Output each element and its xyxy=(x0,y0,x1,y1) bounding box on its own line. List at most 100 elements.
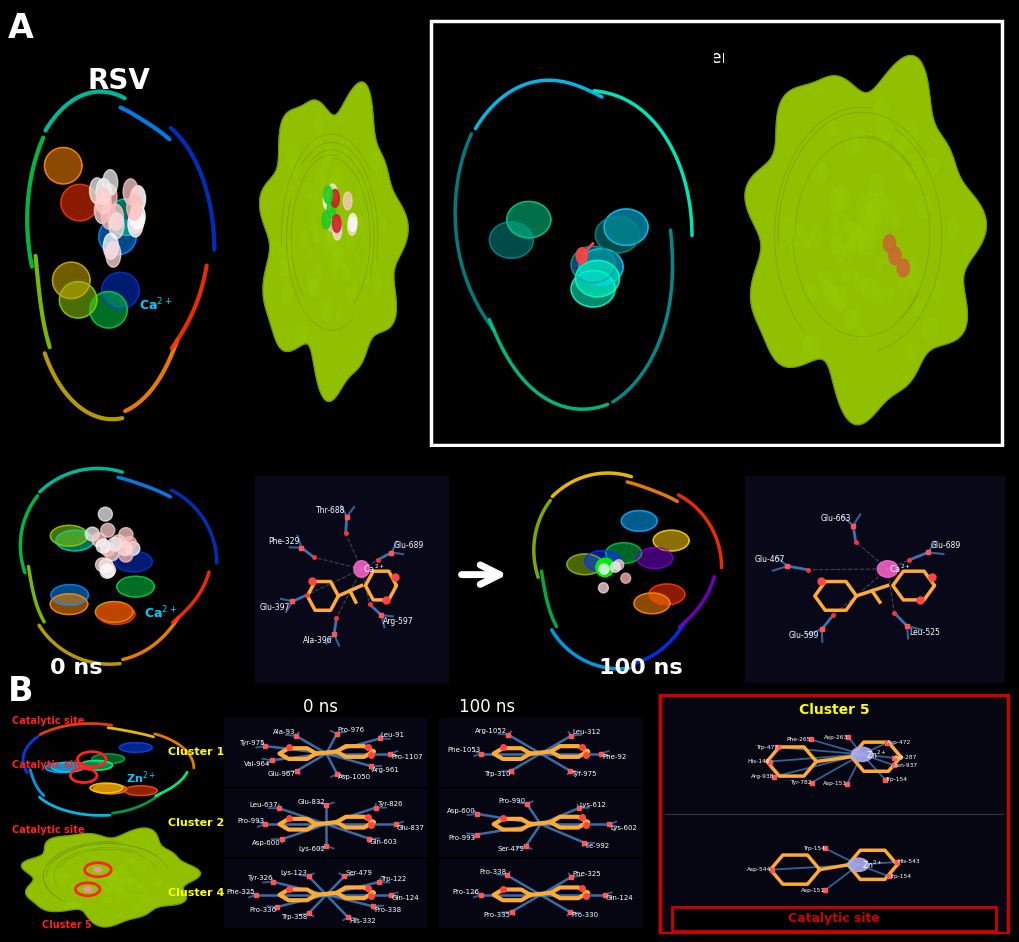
Circle shape xyxy=(347,218,356,236)
Circle shape xyxy=(930,281,943,299)
Circle shape xyxy=(120,871,126,875)
Circle shape xyxy=(113,870,121,875)
Circle shape xyxy=(834,291,846,310)
Circle shape xyxy=(98,872,103,875)
Circle shape xyxy=(99,559,113,573)
Circle shape xyxy=(74,886,81,889)
Circle shape xyxy=(288,158,299,179)
Circle shape xyxy=(846,239,853,250)
Circle shape xyxy=(321,153,329,169)
Text: Zn$^{2+}$: Zn$^{2+}$ xyxy=(861,858,881,871)
Circle shape xyxy=(327,214,335,232)
Circle shape xyxy=(102,887,110,891)
Circle shape xyxy=(327,201,335,219)
Text: Trp-358: Trp-358 xyxy=(281,914,308,919)
Circle shape xyxy=(96,874,104,879)
Text: Phe-1053: Phe-1053 xyxy=(446,747,480,754)
Circle shape xyxy=(314,233,319,243)
Circle shape xyxy=(335,252,339,259)
Circle shape xyxy=(106,879,110,882)
Circle shape xyxy=(114,878,121,882)
Circle shape xyxy=(802,335,818,360)
Circle shape xyxy=(781,218,797,241)
Circle shape xyxy=(844,243,854,258)
Circle shape xyxy=(69,901,78,906)
Circle shape xyxy=(327,232,335,249)
Circle shape xyxy=(354,158,359,169)
Circle shape xyxy=(873,100,888,121)
Circle shape xyxy=(130,186,146,211)
Text: Phe-92: Phe-92 xyxy=(602,754,626,760)
Circle shape xyxy=(271,241,280,259)
Text: Trp-310: Trp-310 xyxy=(483,771,510,777)
Circle shape xyxy=(66,860,73,864)
Text: Pro-330: Pro-330 xyxy=(571,913,598,918)
Text: Pro-990: Pro-990 xyxy=(498,798,526,804)
Circle shape xyxy=(332,222,341,240)
Circle shape xyxy=(826,284,838,301)
Circle shape xyxy=(899,271,911,290)
Circle shape xyxy=(834,186,849,209)
Polygon shape xyxy=(50,593,88,614)
Circle shape xyxy=(910,260,916,268)
Text: Glu-663: Glu-663 xyxy=(819,514,850,524)
Circle shape xyxy=(92,866,98,869)
Text: Tyr-975: Tyr-975 xyxy=(238,739,264,746)
Circle shape xyxy=(817,165,823,173)
Circle shape xyxy=(315,232,320,242)
Circle shape xyxy=(130,903,142,909)
Text: Cluster 5: Cluster 5 xyxy=(798,703,868,717)
Circle shape xyxy=(321,300,331,320)
Text: Catalytic site: Catalytic site xyxy=(12,825,85,835)
Circle shape xyxy=(854,231,861,242)
Polygon shape xyxy=(92,754,124,764)
Polygon shape xyxy=(648,584,684,605)
Text: Phe-329: Phe-329 xyxy=(268,537,300,545)
Circle shape xyxy=(75,857,81,860)
Circle shape xyxy=(804,284,812,297)
Polygon shape xyxy=(634,593,669,614)
Circle shape xyxy=(325,210,330,222)
Circle shape xyxy=(92,533,106,546)
Text: Leu-525: Leu-525 xyxy=(909,628,940,637)
Text: Arg-597: Arg-597 xyxy=(383,617,414,626)
Circle shape xyxy=(61,874,67,878)
Circle shape xyxy=(598,564,608,575)
Circle shape xyxy=(875,119,891,140)
Circle shape xyxy=(132,853,139,855)
Circle shape xyxy=(126,858,135,863)
Polygon shape xyxy=(119,742,152,753)
Circle shape xyxy=(294,324,305,345)
Text: Pro-338: Pro-338 xyxy=(479,869,505,875)
Polygon shape xyxy=(506,202,550,238)
Text: Pro-1107: Pro-1107 xyxy=(391,754,423,760)
Circle shape xyxy=(871,284,883,303)
Polygon shape xyxy=(61,185,99,220)
Circle shape xyxy=(340,137,350,156)
Polygon shape xyxy=(260,82,408,401)
Circle shape xyxy=(104,874,112,878)
Text: Asp-1050: Asp-1050 xyxy=(338,774,371,780)
Circle shape xyxy=(129,203,145,229)
Circle shape xyxy=(106,241,120,268)
Text: Zn$^{2+}$: Zn$^{2+}$ xyxy=(126,770,157,787)
Text: Ca$^{2+}$: Ca$^{2+}$ xyxy=(362,562,384,576)
Text: Arg-938: Arg-938 xyxy=(750,774,773,779)
Circle shape xyxy=(87,878,96,883)
Circle shape xyxy=(310,280,317,295)
Text: Ser-479: Ser-479 xyxy=(344,870,372,876)
Text: Glu-397: Glu-397 xyxy=(260,604,290,612)
Circle shape xyxy=(154,899,165,904)
Circle shape xyxy=(304,183,311,198)
Circle shape xyxy=(109,877,114,879)
Circle shape xyxy=(355,252,360,262)
Circle shape xyxy=(320,171,325,181)
Text: Gln-124: Gln-124 xyxy=(391,895,419,901)
Circle shape xyxy=(343,219,352,236)
Circle shape xyxy=(810,160,825,184)
Circle shape xyxy=(86,528,99,541)
Circle shape xyxy=(343,192,352,210)
Circle shape xyxy=(309,278,319,298)
Text: RSV: RSV xyxy=(88,68,151,95)
Polygon shape xyxy=(489,221,533,258)
